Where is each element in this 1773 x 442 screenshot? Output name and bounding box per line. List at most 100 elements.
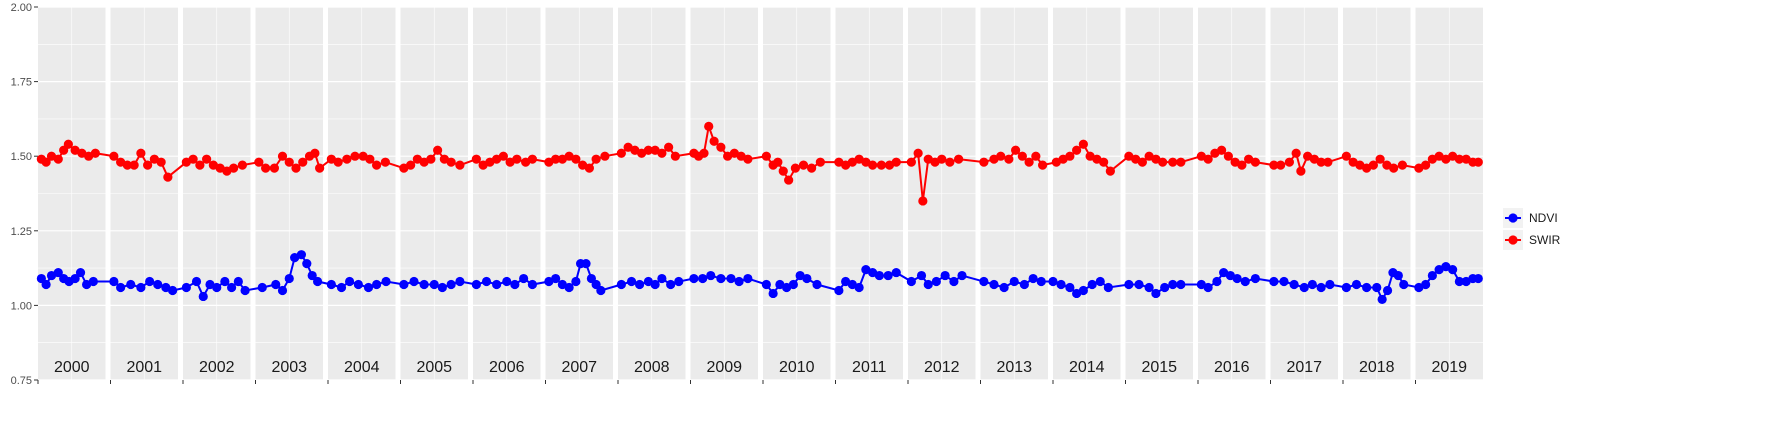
data-point-swir: [1065, 151, 1075, 161]
data-point-ndvi: [1036, 276, 1046, 287]
data-point-ndvi: [1009, 276, 1019, 287]
data-point-ndvi: [1095, 276, 1105, 287]
data-point-ndvi: [1028, 273, 1038, 284]
data-point-ndvi: [145, 276, 155, 287]
data-point-ndvi: [437, 282, 447, 293]
data-point-ndvi: [1325, 279, 1335, 290]
data-point-swir: [1031, 151, 1041, 161]
data-point-swir: [704, 121, 714, 131]
data-point-ndvi: [1269, 276, 1279, 287]
data-point-swir: [790, 163, 801, 173]
data-point-ndvi: [109, 276, 119, 287]
panel-label-2010: 2010: [779, 359, 815, 376]
legend-key-point: [1508, 235, 1518, 245]
data-point-ndvi: [1124, 279, 1134, 290]
data-point-ndvi: [1382, 285, 1393, 296]
y-tick-label: 1.75: [11, 77, 32, 89]
data-point-swir: [571, 154, 581, 164]
data-point-ndvi: [891, 267, 901, 278]
data-point-ndvi: [302, 259, 312, 269]
panel-label-2015: 2015: [1141, 359, 1177, 376]
data-point-swir: [1316, 157, 1326, 167]
data-point-ndvi: [1393, 270, 1403, 281]
data-point-ndvi: [1176, 279, 1186, 290]
data-point-swir: [122, 160, 132, 170]
data-point-ndvi: [551, 273, 561, 284]
data-point-swir: [471, 154, 481, 164]
data-point-swir: [433, 145, 443, 155]
data-point-ndvi: [1362, 282, 1372, 293]
panel-backgrounds: [38, 6, 1483, 381]
data-point-swir: [670, 151, 680, 161]
data-point-swir: [778, 166, 788, 176]
data-point-ndvi: [336, 282, 347, 293]
data-point-swir: [551, 154, 561, 164]
data-point-swir: [945, 157, 955, 167]
data-point-swir: [996, 151, 1006, 161]
y-tick-label: 0.75: [11, 375, 32, 387]
data-point-ndvi: [1160, 282, 1170, 293]
data-point-ndvi: [812, 279, 822, 290]
data-point-ndvi: [581, 259, 591, 269]
data-point-ndvi: [271, 279, 281, 290]
data-point-swir: [41, 157, 51, 167]
data-point-ndvi: [1372, 282, 1382, 293]
data-point-swir: [406, 160, 416, 170]
data-point-swir: [1168, 157, 1178, 167]
data-point-swir: [143, 160, 153, 170]
data-point-swir: [1072, 145, 1082, 155]
data-point-ndvi: [1473, 273, 1483, 284]
data-point-swir: [291, 163, 301, 173]
panel-label-2009: 2009: [706, 359, 742, 376]
data-point-ndvi: [689, 273, 699, 284]
data-point-swir: [1473, 157, 1483, 167]
data-point-swir: [891, 157, 901, 167]
data-point-swir: [237, 160, 247, 170]
data-point-swir: [600, 151, 610, 161]
data-point-ndvi: [446, 279, 456, 290]
panel-label-2016: 2016: [1214, 359, 1250, 376]
data-point-ndvi: [931, 276, 941, 287]
data-point-ndvi: [761, 279, 771, 290]
data-point-swir: [1217, 145, 1227, 155]
data-point-swir: [1269, 160, 1279, 170]
data-point-ndvi: [502, 276, 512, 287]
data-point-ndvi: [596, 285, 606, 296]
data-point-ndvi: [1289, 279, 1299, 290]
data-point-ndvi: [698, 273, 708, 284]
panel-label-2006: 2006: [489, 359, 525, 376]
panel-label-2012: 2012: [924, 359, 960, 376]
data-point-ndvi: [564, 282, 574, 293]
data-point-ndvi: [635, 279, 645, 290]
data-point-ndvi: [874, 270, 884, 281]
data-point-swir: [202, 154, 212, 164]
data-point-ndvi: [1351, 279, 1362, 290]
data-point-ndvi: [1168, 279, 1178, 290]
data-point-swir: [1105, 166, 1115, 176]
data-point-ndvi: [307, 270, 317, 281]
data-point-swir: [1284, 157, 1294, 167]
data-point-ndvi: [940, 270, 950, 281]
data-point-ndvi: [1448, 264, 1458, 275]
data-point-ndvi: [726, 273, 736, 284]
data-point-ndvi: [1232, 273, 1242, 284]
data-point-ndvi: [923, 279, 933, 290]
data-point-ndvi: [1421, 279, 1431, 290]
data-point-swir: [784, 175, 794, 185]
data-point-swir: [333, 157, 343, 167]
data-point-ndvi: [372, 279, 382, 290]
data-point-ndvi: [88, 276, 98, 287]
data-point-swir: [1137, 157, 1147, 167]
data-point-ndvi: [419, 279, 429, 290]
data-point-swir: [1454, 154, 1464, 164]
data-point-swir: [876, 160, 887, 170]
data-point-ndvi: [527, 279, 538, 290]
data-point-swir: [1176, 157, 1186, 167]
data-point-ndvi: [409, 276, 419, 287]
data-point-ndvi: [706, 270, 716, 281]
data-point-swir: [261, 163, 271, 173]
data-point-ndvi: [136, 282, 146, 293]
data-point-swir: [1099, 157, 1109, 167]
data-point-ndvi: [381, 276, 391, 287]
